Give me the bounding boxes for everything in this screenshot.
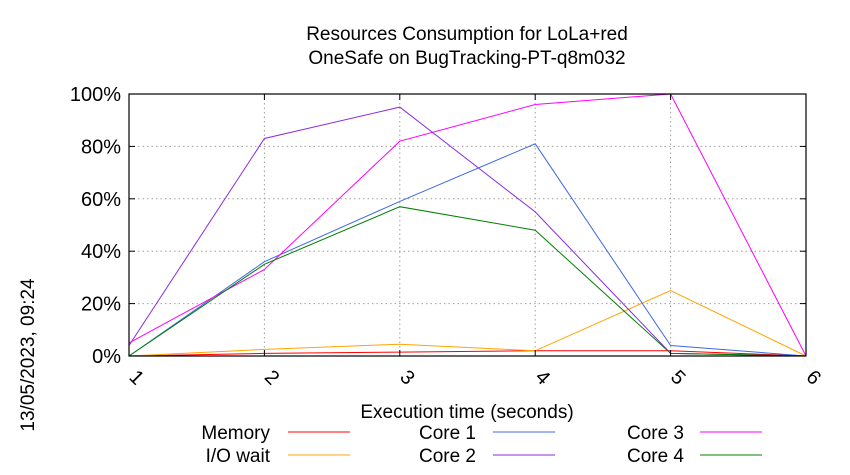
y-tick-label: 0% xyxy=(92,346,121,368)
x-tick-label: 1 xyxy=(125,366,148,389)
x-tick-label: 5 xyxy=(666,366,689,389)
series-line-core-3 xyxy=(128,93,807,357)
series-line-memory xyxy=(128,350,807,357)
chart-title-line-1: Resources Consumption for LoLa+red xyxy=(306,24,628,45)
side-date-label: 13/05/2023, 09:24 xyxy=(18,278,39,432)
series-line-core-1 xyxy=(128,143,807,357)
legend-label-core-2: Core 2 xyxy=(419,446,476,467)
series-line-core-4 xyxy=(128,206,807,357)
chart-title-line-2: OneSafe on BugTracking-PT-q8m032 xyxy=(308,48,625,69)
grid-layer xyxy=(129,94,806,356)
y-tick-label: 20% xyxy=(81,294,121,316)
legend-label-core-1: Core 1 xyxy=(419,423,476,444)
y-tick-label: 80% xyxy=(81,136,121,158)
legend-label-core-3: Core 3 xyxy=(627,423,684,444)
series-line-i-o-wait xyxy=(128,289,807,357)
y-tick-label: 40% xyxy=(81,241,121,263)
x-tick-label: 3 xyxy=(395,366,418,389)
x-tick-label: 4 xyxy=(531,366,554,389)
series-line-core-2 xyxy=(128,106,807,357)
legend-label-memory: Memory xyxy=(201,423,270,444)
y-tick-label: 100% xyxy=(70,84,121,106)
x-tick-label: 2 xyxy=(260,366,283,389)
x-tick-label: 6 xyxy=(802,366,825,389)
tick-layer: 0% 20% 40% 60% 80% 100% 1 2 3 4 5 6 xyxy=(70,84,825,389)
x-axis-label: Execution time (seconds) xyxy=(360,402,573,423)
legend-label-core-4: Core 4 xyxy=(627,446,684,467)
y-tick-label: 60% xyxy=(81,189,121,211)
legend-label-i-o-wait: I/O wait xyxy=(206,446,271,467)
plot-frame xyxy=(128,93,807,357)
series-layer xyxy=(128,93,807,357)
